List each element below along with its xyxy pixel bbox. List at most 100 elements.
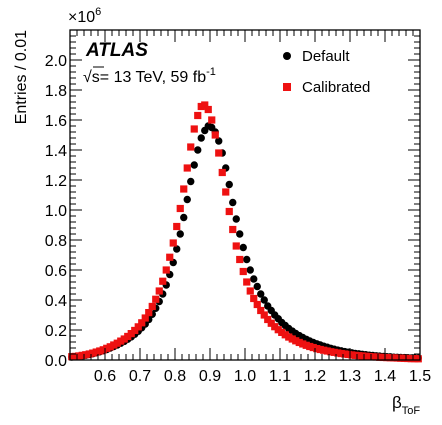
- y-tick-label: 1.0: [45, 203, 67, 220]
- calibrated-point: [232, 242, 240, 250]
- calibrated-point: [225, 207, 233, 216]
- x-tick-label: 1.0: [234, 368, 256, 385]
- x-tick-label: 1.5: [409, 368, 431, 385]
- calibrated-point: [141, 314, 149, 322]
- legend: Default Calibrated: [283, 48, 370, 96]
- calibrated-point: [204, 105, 212, 114]
- x-tick-label: 1.2: [304, 368, 326, 385]
- x-axis-label: βToF: [392, 393, 420, 417]
- calibrated-point: [162, 266, 170, 274]
- x-tick-label: 0.8: [164, 368, 186, 385]
- calibrated-point: [187, 143, 195, 151]
- calibrated-point: [208, 116, 216, 124]
- calibrated-point: [215, 149, 223, 157]
- default-point: [180, 213, 188, 222]
- calibrated-point: [169, 239, 177, 247]
- calibrated-point: [257, 306, 265, 315]
- legend-marker-calibrated: [283, 83, 291, 91]
- calibrated-point: [201, 101, 209, 109]
- legend-marker-default: [283, 52, 291, 60]
- legend-label-default: Default: [302, 48, 350, 65]
- calibrated-point: [134, 323, 142, 331]
- default-point: [173, 245, 181, 253]
- calibrated-point: [180, 185, 188, 193]
- energy-label: √s= 13 TeV, 59 fb-1: [83, 66, 216, 86]
- sqrt-s: s: [92, 69, 100, 86]
- default-point: [253, 282, 261, 291]
- y-tick-label: 2.0: [45, 53, 67, 70]
- default-point: [246, 266, 254, 274]
- calibrated-point: [166, 253, 174, 261]
- atlas-label: ATLAS: [85, 40, 148, 61]
- calibrated-point: [218, 168, 226, 177]
- calibrated-point: [190, 125, 198, 133]
- calibrated-point: [264, 315, 272, 324]
- legend-label-calibrated: Calibrated: [302, 79, 370, 96]
- default-point: [225, 180, 233, 189]
- x-tick-label: 0.6: [94, 368, 116, 385]
- default-point: [243, 255, 251, 264]
- calibrated-point: [236, 255, 244, 264]
- y-tick-label: 0.6: [45, 263, 67, 280]
- calibrated-point: [145, 309, 153, 317]
- y-multiplier-exp: 6: [95, 6, 101, 18]
- y-tick-label: 1.8: [45, 83, 67, 100]
- default-point: [197, 134, 205, 142]
- calibrated-point: [148, 302, 156, 311]
- calibrated-point: [152, 295, 160, 303]
- y-tick-label: 0.2: [45, 323, 67, 340]
- default-point: [257, 290, 265, 298]
- energy-text: = 13 TeV, 59 fb: [100, 69, 206, 86]
- calibrated-point: [211, 131, 219, 139]
- y-tick-label: 0.8: [45, 233, 67, 250]
- y-axis-label: Entries / 0.01: [13, 30, 30, 124]
- calibrated-point: [243, 278, 251, 286]
- y-tick-label: 0.4: [45, 293, 67, 310]
- calibrated-point: [229, 225, 237, 234]
- y-multiplier: ×106: [68, 6, 101, 26]
- calibrated-point: [253, 300, 261, 309]
- x-tick-label: 0.7: [129, 368, 151, 385]
- calibrated-point: [239, 267, 247, 276]
- x-axis-label-main: β: [392, 393, 402, 412]
- x-tick-label: 1.1: [269, 368, 291, 385]
- x-tick-label: 1.4: [374, 368, 396, 385]
- default-point: [239, 243, 247, 252]
- y-multiplier-base: ×10: [68, 9, 95, 26]
- y-tick-label: 1.2: [45, 173, 67, 190]
- default-point: [232, 215, 240, 223]
- y-tick-label: 1.4: [45, 143, 67, 160]
- default-point: [194, 146, 202, 154]
- default-point: [260, 296, 268, 304]
- x-tick-label: 0.9: [199, 368, 221, 385]
- calibrated-point: [183, 164, 191, 172]
- calibrated-point: [194, 111, 202, 120]
- default-point: [176, 230, 184, 238]
- svg-text:√s= 13 TeV, 59 fb-1: √s= 13 TeV, 59 fb-1: [83, 66, 216, 86]
- axes: 0.6 0.7 0.8 0.9 1.0 1.1 1.2 1.3 1.4 1.5 0.0 0.2 0.4 0…: [45, 29, 431, 385]
- calibrated-point: [260, 311, 268, 319]
- default-point: [229, 198, 237, 207]
- default-point: [215, 137, 223, 145]
- default-point: [236, 230, 244, 238]
- calibrated-point: [155, 287, 163, 295]
- x-tick-label: 1.3: [339, 368, 361, 385]
- calibrated-point: [159, 277, 167, 285]
- y-tick-label: 1.6: [45, 113, 67, 130]
- default-point: [250, 275, 258, 283]
- calibrated-point: [414, 355, 422, 363]
- data-points: [68, 101, 422, 363]
- sqrt-symbol: √: [83, 69, 92, 86]
- y-tick-label: 0.0: [45, 353, 67, 370]
- default-point: [190, 161, 198, 169]
- calibrated-point: [138, 319, 146, 327]
- calibrated-point: [222, 188, 230, 196]
- default-point: [183, 195, 191, 204]
- calibrated-point: [250, 294, 258, 303]
- calibrated-point: [246, 287, 254, 295]
- default-point: [187, 177, 195, 186]
- energy-superscript: -1: [206, 66, 216, 78]
- calibrated-point: [176, 204, 184, 213]
- x-axis-label-sub: ToF: [402, 405, 421, 417]
